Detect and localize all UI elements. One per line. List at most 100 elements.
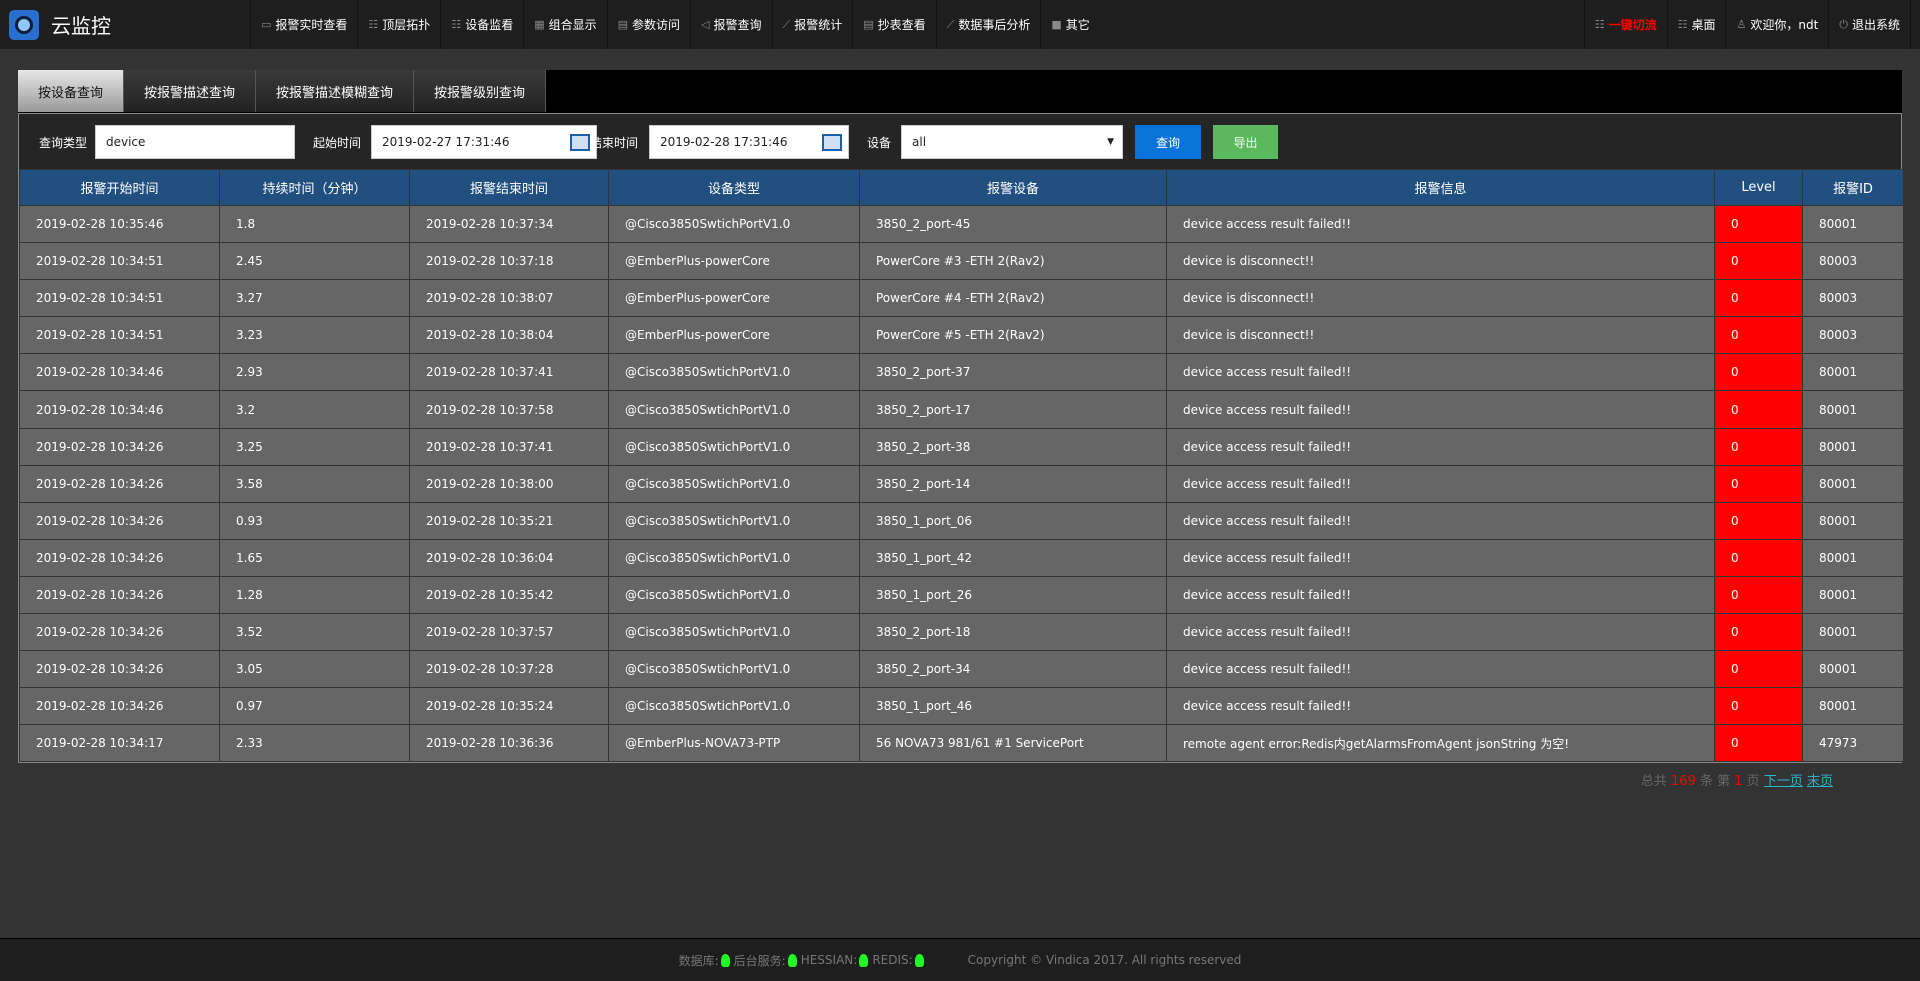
table-row[interactable]: 2019-02-28 10:34:26 3.52 2019-02-28 10:37:… bbox=[19, 613, 1904, 652]
nav-item[interactable]: ⟋ 报警统计 bbox=[771, 0, 853, 49]
table-cell: @Cisco3850SwtichPortV1.0 bbox=[608, 353, 860, 392]
end-time-input[interactable]: 2019-02-28 17:31:46 bbox=[649, 125, 849, 159]
nav-item[interactable]: ▤ 抄表查看 bbox=[852, 0, 935, 49]
nav-item[interactable]: ☷ 顶层拓扑 bbox=[357, 0, 440, 49]
table-row[interactable]: 2019-02-28 10:34:26 3.05 2019-02-28 10:37:… bbox=[19, 650, 1904, 689]
nav-item-label: 报警实时查看 bbox=[275, 18, 348, 32]
calendar-icon[interactable] bbox=[822, 134, 842, 151]
table-cell: 2019-02-28 10:37:28 bbox=[409, 650, 609, 689]
table-cell: 3.05 bbox=[219, 650, 410, 689]
next-page-link[interactable]: 下一页 bbox=[1763, 774, 1803, 789]
logo[interactable]: 云监控 bbox=[0, 0, 250, 49]
nav-item-label: 参数访问 bbox=[632, 18, 681, 32]
top-nav: 云监控 ▭ 报警实时查看 ☷ 顶层拓扑 ☷ 设备监看 ▦ 组合显示 ▤ 参数访问 ◁ 报警查询 ⟋ 报警统… bbox=[0, 0, 1920, 49]
table-cell: 2019-02-28 10:34:26 bbox=[19, 650, 220, 689]
table-cell: 2019-02-28 10:34:46 bbox=[19, 390, 220, 429]
table-cell: 2019-02-28 10:34:51 bbox=[19, 242, 220, 281]
calendar-icon[interactable] bbox=[570, 134, 590, 151]
logo-icon bbox=[9, 9, 39, 40]
table-row[interactable]: 2019-02-28 10:35:46 1.8 2019-02-28 10:37:3… bbox=[19, 204, 1904, 244]
bulb-icon bbox=[720, 953, 730, 967]
table-row[interactable]: 2019-02-28 10:34:46 2.93 2019-02-28 10:37:… bbox=[19, 353, 1904, 392]
table-cell: device access result failed!! bbox=[1166, 390, 1715, 429]
start-time-input[interactable]: 2019-02-27 17:31:46 bbox=[371, 125, 597, 159]
table-cell: @Cisco3850SwtichPortV1.0 bbox=[608, 501, 860, 540]
table-row[interactable]: 2019-02-28 10:34:26 0.97 2019-02-28 10:35:… bbox=[19, 687, 1904, 726]
nav-item[interactable]: ⏻ 退出系统 bbox=[1828, 0, 1910, 49]
column-header: 持续时间（分钟） bbox=[219, 169, 410, 206]
table-cell: 2019-02-28 10:34:17 bbox=[19, 724, 220, 763]
query-button[interactable]: 查询 bbox=[1135, 125, 1201, 159]
table-cell: device is disconnect!! bbox=[1166, 279, 1715, 318]
column-header: 设备类型 bbox=[608, 169, 860, 206]
table-cell: 3.23 bbox=[219, 316, 410, 355]
tab[interactable]: 按报警描述模糊查询 bbox=[256, 70, 415, 112]
table-cell: device access result failed!! bbox=[1166, 613, 1715, 652]
last-page-link[interactable]: 末页 bbox=[1806, 774, 1833, 789]
app-title: 云监控 bbox=[51, 14, 111, 38]
device-select[interactable]: all ▼ bbox=[901, 125, 1123, 159]
table-row[interactable]: 2019-02-28 10:34:46 3.2 2019-02-28 10:37:5… bbox=[19, 390, 1904, 429]
table-cell: 80001 bbox=[1802, 650, 1904, 689]
nav-item[interactable]: ☷ 一键切流 bbox=[1583, 0, 1667, 49]
table-row[interactable]: 2019-02-28 10:34:26 3.58 2019-02-28 10:38:… bbox=[19, 464, 1904, 503]
nav-item-label: 组合显示 bbox=[548, 18, 597, 32]
table-cell: 2.93 bbox=[219, 353, 410, 392]
users-icon: ♙ bbox=[1736, 18, 1747, 31]
table-cell: 3850_1_port_42 bbox=[859, 538, 1167, 577]
query-panel: 查询类型 device 起始时间 2019-02-27 17:31:46 结束时… bbox=[18, 113, 1904, 763]
tab[interactable]: 按设备查询 bbox=[18, 70, 125, 112]
nav-item[interactable]: ☷ 桌面 bbox=[1666, 0, 1726, 49]
table-cell: PowerCore #5 -ETH 2(Rav2) bbox=[859, 316, 1167, 355]
list-icon: ☷ bbox=[451, 18, 462, 31]
table-row[interactable]: 2019-02-28 10:34:17 2.33 2019-02-28 10:36:… bbox=[19, 724, 1904, 763]
table-cell: 2019-02-28 10:34:46 bbox=[19, 353, 220, 392]
bulb-icon bbox=[787, 953, 797, 967]
table-cell: device access result failed!! bbox=[1166, 650, 1715, 689]
nav-item[interactable]: ■ 其它 bbox=[1040, 0, 1099, 49]
table-row[interactable]: 2019-02-28 10:34:51 3.23 2019-02-28 10:38:… bbox=[19, 316, 1904, 355]
start-time-label: 起始时间 bbox=[313, 135, 362, 150]
table-cell: 0 bbox=[1714, 613, 1803, 652]
column-header: 报警ID bbox=[1802, 169, 1904, 206]
speaker-icon: ◁ bbox=[701, 18, 710, 31]
table-cell: 80001 bbox=[1802, 464, 1904, 503]
end-time-label: 结束时间 bbox=[590, 135, 639, 150]
table-row[interactable]: 2019-02-28 10:34:26 3.25 2019-02-28 10:37:… bbox=[19, 427, 1904, 466]
table-cell: 2019-02-28 10:34:26 bbox=[19, 687, 220, 726]
table-cell: 3850_2_port-34 bbox=[859, 650, 1167, 689]
table-cell: @EmberPlus-NOVA73-PTP bbox=[608, 724, 860, 763]
table-row[interactable]: 2019-02-28 10:34:51 2.45 2019-02-28 10:37:… bbox=[19, 242, 1904, 281]
table-cell: 80001 bbox=[1802, 353, 1904, 392]
table-cell: 0 bbox=[1714, 464, 1803, 503]
nav-item[interactable]: ▭ 报警实时查看 bbox=[250, 0, 357, 49]
nav-item-label: 其它 bbox=[1065, 18, 1090, 32]
nav-item[interactable]: ▤ 参数访问 bbox=[606, 0, 690, 49]
table-cell: @Cisco3850SwtichPortV1.0 bbox=[608, 390, 860, 429]
tab[interactable]: 按报警描述查询 bbox=[124, 70, 257, 112]
pager-total: 169 bbox=[1671, 774, 1696, 789]
nav-item[interactable]: ⟋ 数据事后分析 bbox=[935, 0, 1041, 49]
query-type-input[interactable]: device bbox=[95, 125, 295, 159]
pager-total-prefix: 总共 bbox=[1640, 774, 1667, 789]
table-row[interactable]: 2019-02-28 10:34:26 1.28 2019-02-28 10:35:… bbox=[19, 575, 1904, 615]
nav-item[interactable]: ☷ 设备监看 bbox=[440, 0, 523, 49]
nav-item[interactable]: ♙ 欢迎你，ndt bbox=[1725, 0, 1828, 49]
table-cell: 2.33 bbox=[219, 724, 410, 763]
nav-item[interactable]: ▦ 组合显示 bbox=[523, 0, 606, 49]
export-button[interactable]: 导出 bbox=[1213, 125, 1278, 159]
query-type-label: 查询类型 bbox=[39, 135, 88, 150]
table-cell: 2019-02-28 10:35:21 bbox=[409, 501, 609, 540]
table-cell: 1.8 bbox=[219, 204, 410, 244]
table-row[interactable]: 2019-02-28 10:34:26 0.93 2019-02-28 10:35:… bbox=[19, 501, 1904, 540]
table-cell: 0 bbox=[1714, 687, 1803, 726]
pager-page: 1 bbox=[1734, 774, 1743, 789]
table-cell: PowerCore #3 -ETH 2(Rav2) bbox=[859, 242, 1167, 281]
nav-item[interactable]: ◁ 报警查询 bbox=[690, 0, 771, 49]
tab[interactable]: 按报警级别查询 bbox=[414, 70, 547, 112]
table-row[interactable]: 2019-02-28 10:34:26 1.65 2019-02-28 10:36:… bbox=[19, 538, 1904, 577]
table-cell: 3850_2_port-45 bbox=[859, 204, 1167, 244]
table-row[interactable]: 2019-02-28 10:34:51 3.27 2019-02-28 10:38:… bbox=[19, 279, 1904, 318]
monitor-icon: ▭ bbox=[261, 18, 272, 31]
apps-icon: ■ bbox=[1051, 18, 1062, 31]
